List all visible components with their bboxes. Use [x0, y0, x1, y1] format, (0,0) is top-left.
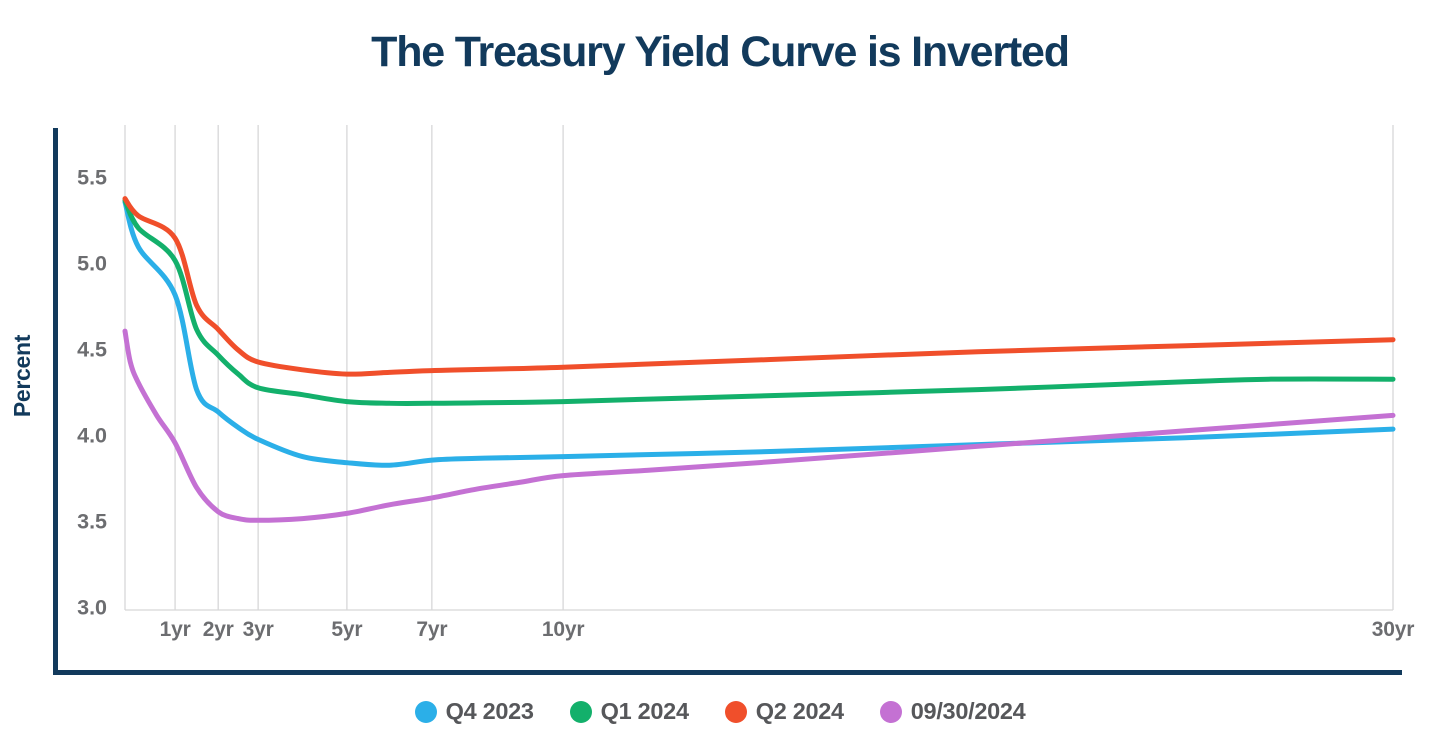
- legend-item-09-30-2024: 09/30/2024: [879, 698, 1026, 725]
- y-axis-line: [53, 128, 58, 675]
- series-line-09-30-2024: [122, 328, 1396, 523]
- x-tick-label-1yr: 1yr: [159, 618, 191, 641]
- legend-dot-09-30-2024: [879, 700, 902, 723]
- legend-dot-q1-2024: [569, 700, 592, 723]
- legend-label: 09/30/2024: [910, 698, 1026, 724]
- x-tick-label-2yr: 2yr: [202, 618, 234, 641]
- legend-item-q2-2024: Q2 2024: [724, 698, 844, 725]
- y-tick-label-5.5: 5.5: [77, 165, 107, 190]
- series-line-q4-2023: [122, 199, 1396, 468]
- legend-label: Q4 2023: [445, 698, 534, 724]
- legend-label: Q1 2024: [600, 698, 689, 724]
- legend: Q4 2023 Q1 2024 Q2 2024 09/30/2024: [0, 698, 1440, 725]
- chart-title: The Treasury Yield Curve is Inverted: [371, 28, 1070, 76]
- y-tick-label-4.5: 4.5: [77, 337, 107, 362]
- y-tick-label-5.0: 5.0: [77, 251, 107, 276]
- x-tick-label-5yr: 5yr: [331, 618, 363, 641]
- x-tick-label-7yr: 7yr: [416, 618, 448, 641]
- x-tick-label-10yr: 10yr: [541, 618, 585, 641]
- legend-dot-q4-2023: [414, 700, 437, 723]
- x-axis-line: [53, 670, 1402, 675]
- y-tick-label-4.0: 4.0: [77, 423, 107, 448]
- x-tick-label-30yr: 30yr: [1371, 618, 1415, 641]
- legend-label: Q2 2024: [755, 698, 844, 724]
- legend-item-q1-2024: Q1 2024: [569, 698, 689, 725]
- series-line-q2-2024: [122, 196, 1396, 377]
- y-tick-label-3.0: 3.0: [77, 595, 107, 620]
- y-tick-label-3.5: 3.5: [77, 509, 107, 534]
- legend-dot-q2-2024: [724, 700, 747, 723]
- series-line-q1-2024: [122, 197, 1396, 407]
- x-tick-label-3yr: 3yr: [242, 618, 274, 641]
- legend-item-q4-2023: Q4 2023: [414, 698, 534, 725]
